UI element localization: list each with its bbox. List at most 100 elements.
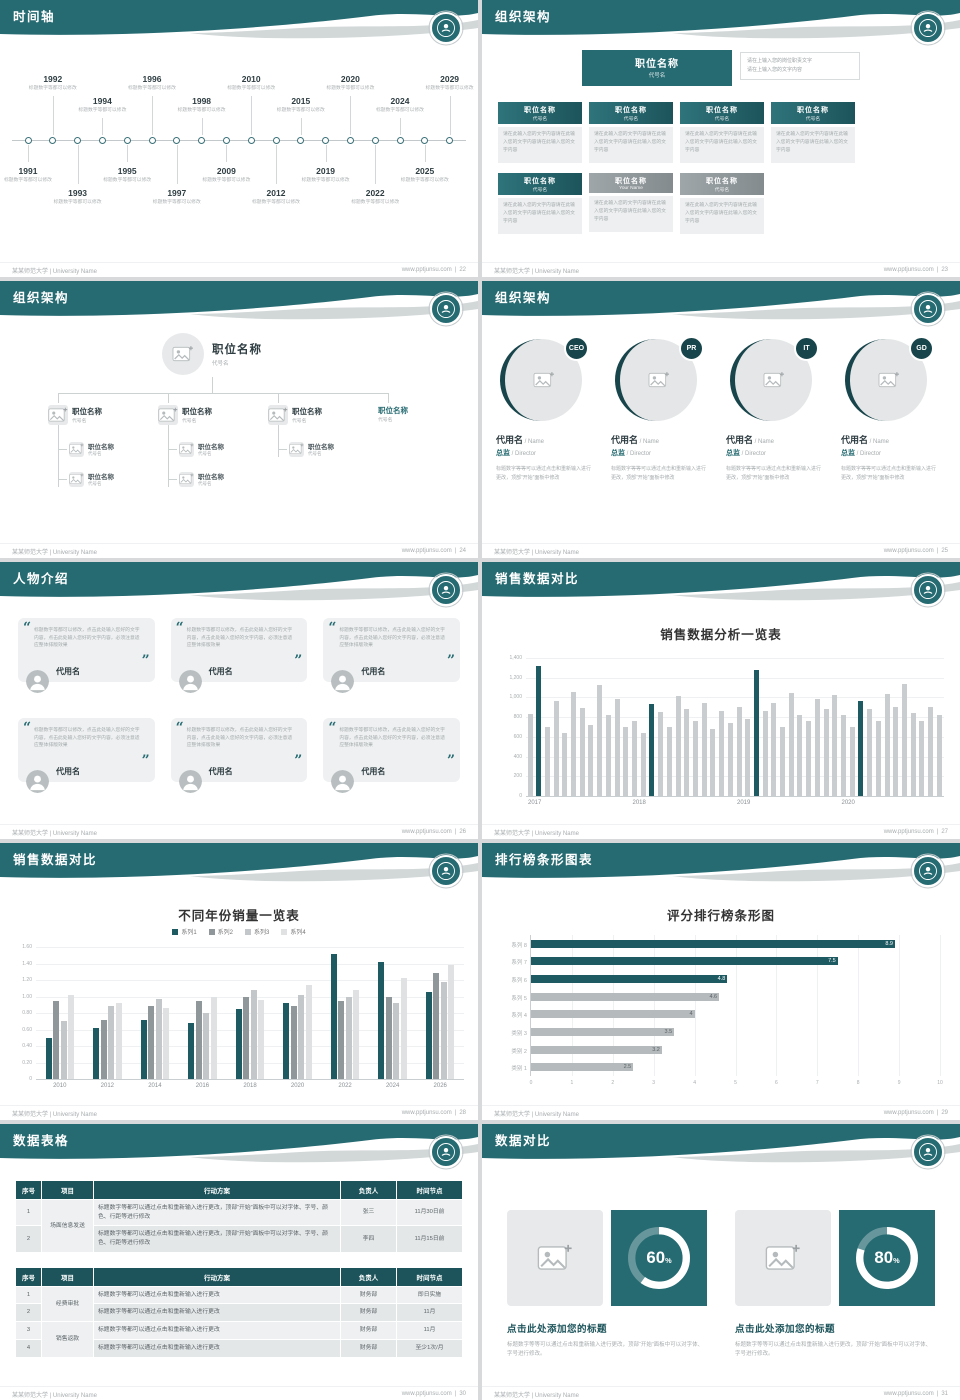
bar — [875, 721, 881, 796]
footer-page-number: 22 — [459, 267, 466, 273]
y-tick-label: 0.80 — [22, 1010, 32, 1016]
column-header: 时间节点 — [396, 1180, 463, 1200]
timeline-connector — [77, 145, 79, 184]
table-cell: 财务部 — [340, 1338, 397, 1358]
slide-footer: 某某师范大学 | University Name www.pptjunsu.co… — [0, 543, 478, 558]
category-label: 类别 3 — [511, 1030, 527, 1037]
y-tick-label: 800 — [513, 714, 522, 721]
slide-31-data-comparison[interactable]: 数据对比 60% 点击此处添加您的标题 标题数字等等可以通过点击和重新输入进行更改，… — [482, 1124, 960, 1400]
bar — [797, 715, 803, 796]
org-sub-node: 职位名称 代号名 — [69, 441, 114, 457]
image-placeholder-icon — [289, 443, 304, 454]
role-badge: CEO — [564, 336, 589, 361]
timeline-year: 2019 — [316, 166, 336, 176]
role-post-en: / Director — [625, 451, 652, 457]
role-post-cn: 总监 — [496, 450, 510, 457]
org-node-title: 职位名称 — [615, 107, 647, 114]
org-sub-node: 职位名称 代号名 — [69, 471, 114, 487]
bar — [771, 703, 777, 796]
timeline-caption: 标题数字等都可以修改 — [128, 85, 176, 91]
org-node-subtitle: 代号名 — [623, 117, 639, 122]
footer-school: 某某师范大学 | University Name — [494, 830, 579, 837]
tree-line — [168, 425, 169, 487]
footer-site: www.pptjunsu.com — [401, 267, 452, 273]
org-sub-node: 职位名称 代号名 — [179, 471, 224, 487]
bar — [536, 665, 542, 796]
org-sub-title: 职位名称 — [308, 444, 334, 451]
column-header: 时间节点 — [396, 1266, 463, 1287]
slide-25-org-roles[interactable]: 组织架构 CEO 代用名 / Name 总监 / Director 标题数字等等可以通… — [482, 281, 960, 558]
bar — [936, 715, 942, 796]
org-node-box: 职位名称 代号名 — [589, 102, 673, 124]
timeline-connector — [276, 145, 277, 184]
tree-line — [278, 449, 287, 450]
bar — [849, 727, 855, 796]
timeline-item: 2019 标题数字等都可以修改 — [302, 166, 350, 184]
slide-23-org-chart[interactable]: 组织架构 职位名称 代号名 请在上输入您的岗位职责文字 请在上输入您的文字内容 … — [482, 0, 960, 277]
footer-separator: | — [936, 1391, 939, 1397]
slide-27-sales-bar-chart[interactable]: 销售数据对比 销售数据分析一览表 0 200 400 600 800 1,000 1,200… — [482, 562, 960, 839]
person-name: 代用名 — [208, 667, 233, 676]
role-column: PR 代用名 / Name 总监 / Director 标题数字等等可以通过点击和重新… — [611, 336, 715, 540]
gridline — [940, 935, 941, 1076]
org-node-box: 职位名称 代号名 — [680, 102, 764, 124]
bar — [100, 1019, 107, 1079]
gridline — [526, 697, 944, 699]
gridline — [526, 677, 944, 679]
org-node-title: 职位名称 — [524, 178, 556, 185]
image-placeholder — [507, 1210, 603, 1306]
slide-29-ranking-bar-chart[interactable]: 排行榜条形图表 评分排行榜条形图 0 1 2 3 4 5 6 7 8 9 10 8.9 系列 8 7.5 系… — [482, 843, 960, 1120]
legend-item: 系列3 — [245, 927, 269, 936]
org-node-column: 职位名称 Your Name 请在此输入您的文字内容请在此输入您的文字内容请在此输入… — [589, 173, 673, 234]
bar — [163, 1008, 170, 1079]
org-root-box: 职位名称 代号名 — [582, 50, 732, 86]
x-tick-label: 2018 — [243, 1083, 257, 1089]
tree-line — [58, 393, 59, 403]
org-node-subtitle: Your Name — [619, 186, 643, 191]
org-node: 职位名称 代号名 — [378, 405, 408, 423]
bar — [115, 1003, 122, 1079]
timeline-dot — [173, 136, 181, 144]
org-sub-node: 职位名称 代号名 — [289, 441, 334, 457]
slide-24-org-tree[interactable]: 组织架构 职位名称 代号名 职位名称 代号名 职位名称 代号名 职位名称 代号名 职位名称 代号名… — [0, 281, 478, 558]
slide-footer: 某某师范大学 | University Name www.pptjunsu.co… — [0, 824, 478, 839]
image-placeholder-icon — [48, 407, 68, 422]
org-node-text: 职位名称 代号名 — [292, 406, 322, 424]
timeline-connector — [375, 145, 377, 184]
bar — [68, 994, 75, 1079]
timeline-year: 1991 — [18, 166, 38, 176]
org-node-column: 职位名称 代号名 请在此输入您的文字内容请在此输入您的文字内容请在此输入您的文字内容 — [771, 102, 855, 163]
slide-26-people-intro[interactable]: 人物介绍 “标题数字等都可以修改，点击此处输入您好的文字内容，点击此处输入您好的… — [0, 562, 478, 839]
avatar — [331, 770, 355, 793]
person-quote: 标题数字等都可以修改，点击此处输入您好的文字内容，点击此处输入您好的文字内容，必… — [339, 728, 445, 749]
slide-footer: 某某师范大学 | University Name www.pptjunsu.co… — [0, 1386, 478, 1400]
bar — [235, 1008, 242, 1079]
gridline — [36, 1046, 464, 1047]
bar — [195, 1001, 202, 1079]
role-post-cn: 总监 — [841, 450, 855, 457]
slide-22-timeline[interactable]: 时间轴 1991 标题数字等都可以修改 1992 标题数字等都可以修改 1993 标题数字… — [0, 0, 478, 277]
tree-line — [58, 393, 388, 394]
slide-30-data-tables[interactable]: 数据表格 序号 项目 行动方案 负责人 时间节点 1 场面信息发送 标题数字等都可以通过点击和… — [0, 1124, 478, 1400]
timeline-year: 2009 — [216, 166, 236, 176]
table-cell: 1 — [15, 1285, 42, 1305]
footer-separator: | — [936, 548, 939, 554]
column-header: 负责人 — [340, 1180, 397, 1200]
timeline-year: 2024 — [390, 95, 410, 106]
bar — [353, 989, 360, 1079]
gridline — [526, 736, 944, 738]
bar — [832, 695, 838, 796]
footer-separator: | — [454, 1110, 457, 1116]
slide-28-grouped-bar-chart[interactable]: 销售数据对比 不同年份销量一览表 系列1 系列2 系列3 系列4 0 0.20 0.40 0… — [0, 843, 478, 1120]
timeline-year: 2025 — [415, 166, 435, 176]
category-label: 类别 1 — [511, 1066, 527, 1073]
person-avatar-icon — [26, 670, 49, 693]
timeline-dot — [421, 136, 429, 144]
org-chart-tree: 职位名称 代号名 职位名称 代号名 职位名称 代号名 职位名称 代号名 职位名称 代号名 职位名称代… — [12, 329, 466, 538]
bar — [140, 1019, 147, 1079]
bar — [701, 703, 707, 796]
x-tick-label: 8 — [856, 1080, 860, 1086]
bar — [666, 727, 672, 796]
legend-label: 系列2 — [217, 930, 233, 936]
